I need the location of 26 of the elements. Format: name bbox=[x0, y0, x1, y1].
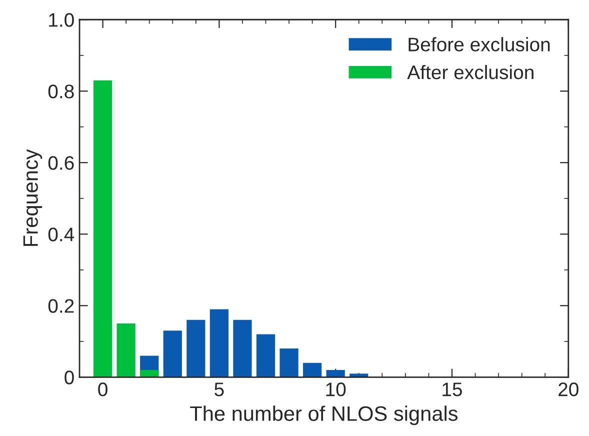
y-tick-label: 0.6 bbox=[48, 156, 74, 170]
bar bbox=[163, 330, 182, 378]
x-tick-label: 0 bbox=[98, 382, 108, 396]
bar bbox=[93, 80, 112, 378]
y-tick-label: 0.8 bbox=[48, 84, 74, 98]
bar bbox=[186, 320, 206, 378]
bar bbox=[210, 309, 229, 378]
y-tick-label: 1.0 bbox=[49, 13, 74, 27]
bar bbox=[140, 370, 159, 378]
x-tick-label: 15 bbox=[442, 382, 462, 396]
x-tick-label: 5 bbox=[214, 382, 224, 396]
y-axis-title: Frequency bbox=[23, 149, 42, 246]
x-axis-title: The number of NLOS signals bbox=[190, 406, 458, 426]
bar bbox=[280, 348, 298, 378]
legend-label: After exclusion bbox=[407, 64, 534, 80]
bar bbox=[326, 370, 345, 378]
bar bbox=[303, 362, 322, 378]
y-tick-label: 0.2 bbox=[48, 299, 74, 313]
bar bbox=[233, 320, 252, 378]
bar bbox=[116, 324, 136, 378]
y-tick-label: 0.4 bbox=[48, 228, 74, 242]
x-tick-label: 10 bbox=[326, 382, 346, 396]
bar bbox=[256, 334, 276, 378]
legend-label: Before exclusion bbox=[408, 37, 550, 52]
y-tick-label: 0 bbox=[64, 370, 74, 384]
x-tick-label: 20 bbox=[558, 382, 578, 396]
